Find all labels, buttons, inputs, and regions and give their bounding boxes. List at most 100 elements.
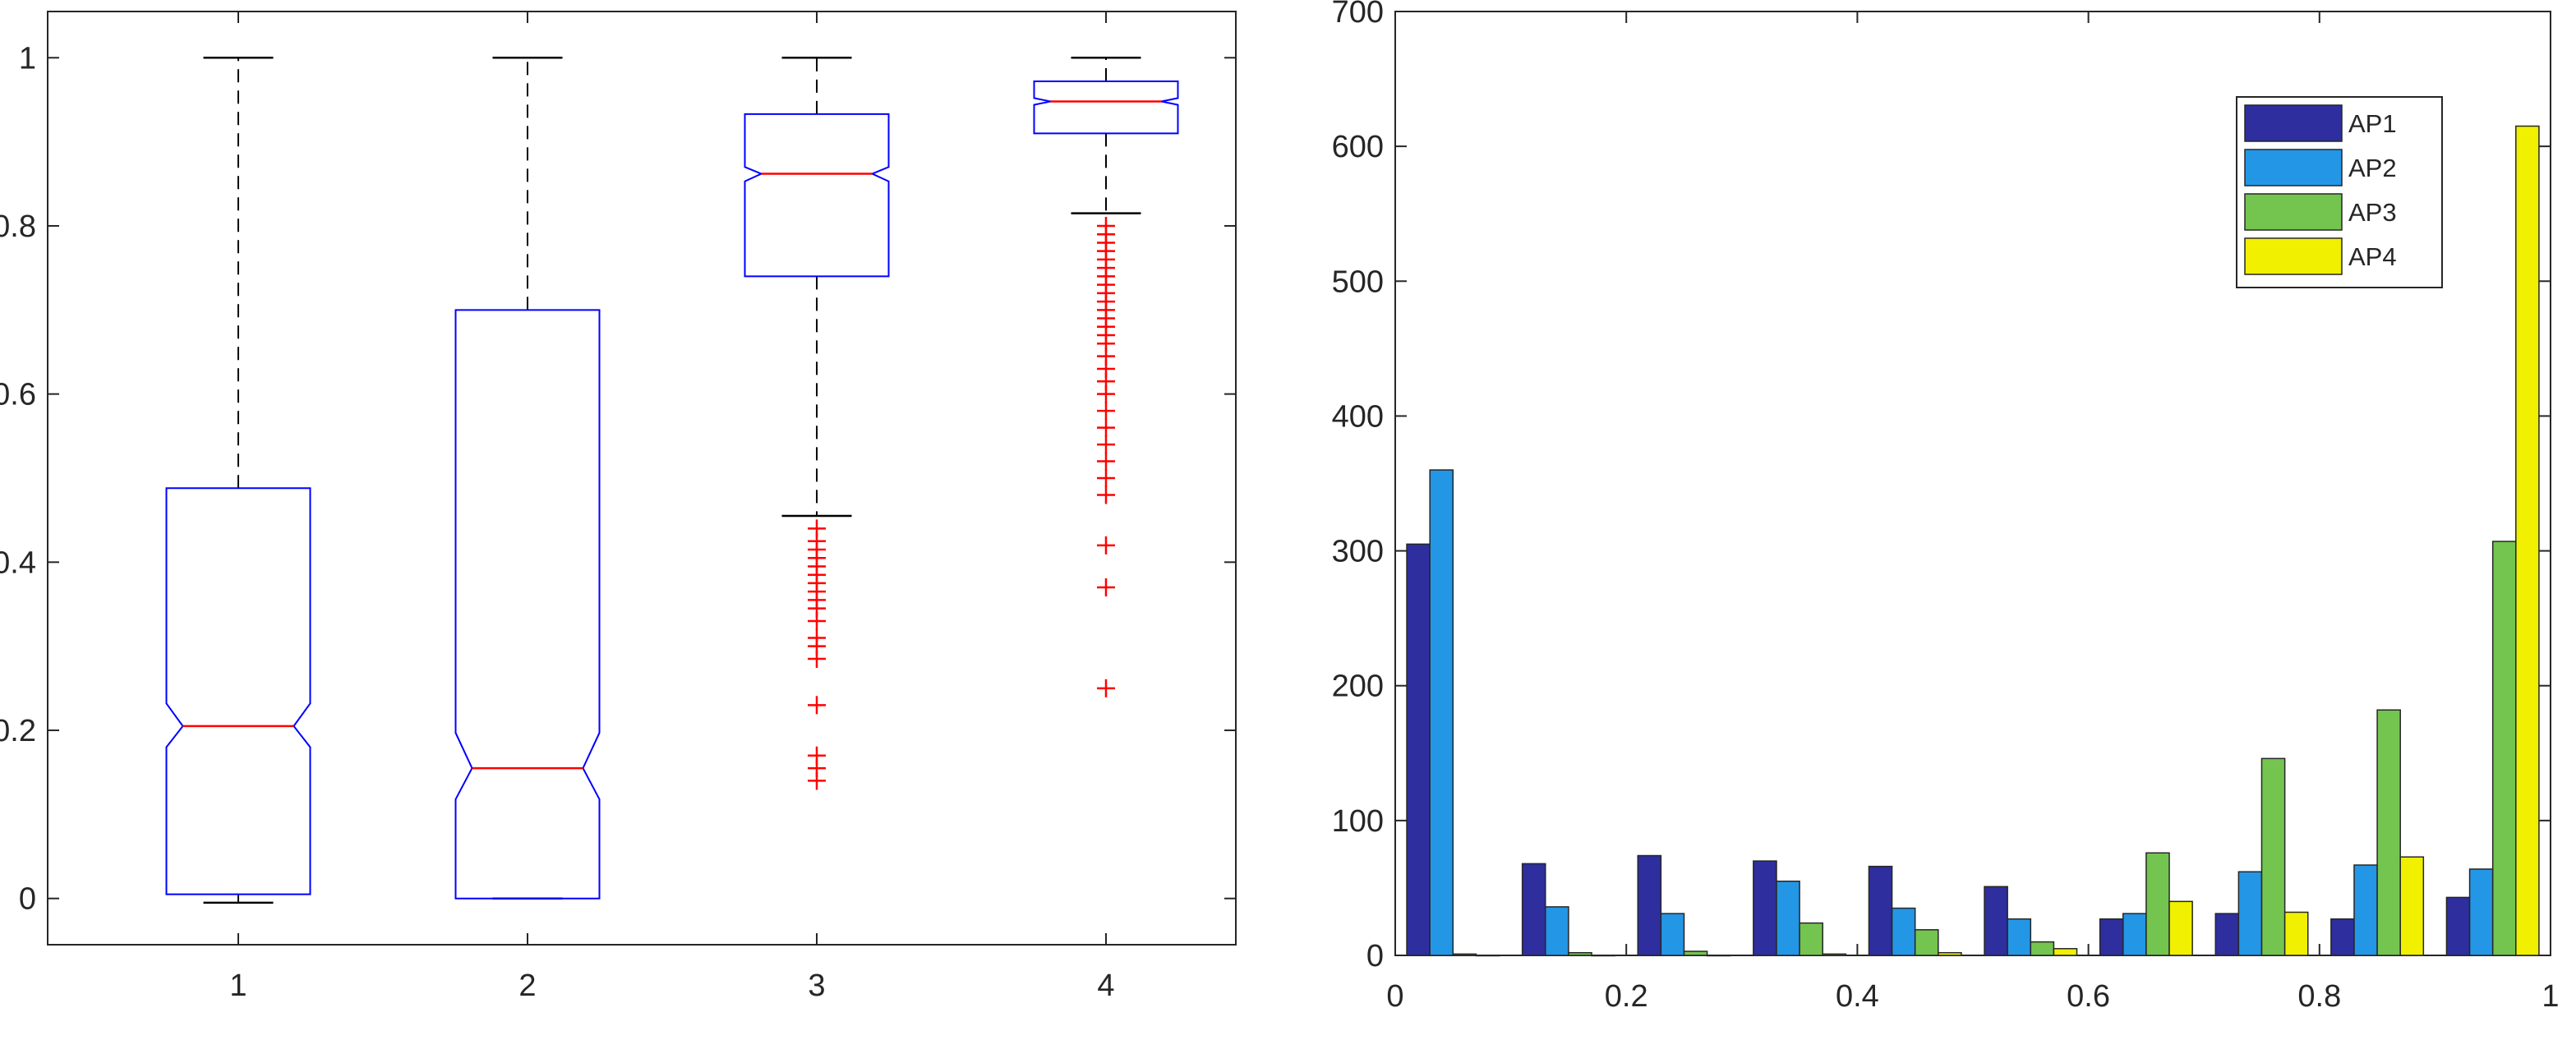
bar-AP3-0.55: [2030, 941, 2055, 956]
y-tick-label: 0.6: [0, 378, 36, 412]
x-tick-label: 0.2: [1605, 979, 1648, 1014]
bar-AP1-0.75: [2214, 913, 2240, 956]
legend-label-AP3: AP3: [2348, 198, 2397, 227]
bar-AP1-0.25: [1637, 854, 1662, 956]
outlier-marker: [808, 696, 826, 715]
bar-AP2-0.45: [1891, 907, 1916, 956]
outlier-marker: [808, 628, 826, 647]
legend-label-AP2: AP2: [2348, 154, 2397, 182]
bar-AP1-0.55: [1984, 886, 2008, 956]
outlier-marker: [808, 746, 826, 765]
bar-chart-axes-frame: [1394, 11, 2551, 956]
notched-box: [1033, 80, 1179, 135]
legend-label-AP1: AP1: [2348, 109, 2397, 138]
bar-AP3-0.75: [2260, 757, 2286, 956]
bar-AP2-0.65: [2122, 913, 2147, 956]
bar-AP1-0.95: [2445, 896, 2471, 956]
bar-AP2-0.95: [2468, 868, 2494, 956]
bar-AP3-0.35: [1799, 922, 1823, 956]
box-3: [744, 12, 890, 945]
bar-AP3-0.05: [1452, 953, 1477, 956]
bar-AP3-0.85: [2376, 709, 2401, 956]
y-tick-label: 100: [1332, 804, 1384, 839]
bar-AP3-0.65: [2145, 852, 2170, 956]
x-tick-label: 2: [518, 969, 536, 1003]
legend-label-AP4: AP4: [2348, 242, 2397, 271]
x-tick-label: 4: [1097, 969, 1114, 1003]
y-tick-label: 1: [19, 41, 36, 76]
x-tick-label: 3: [808, 969, 825, 1003]
bar-AP4-0.95: [2515, 125, 2540, 956]
box-2: [454, 12, 601, 945]
y-tick-label: 0.8: [0, 209, 36, 244]
box-plot-chart: 0 0.2 0.4 0.6 0.8 1 1 2 3 4: [0, 11, 1237, 1003]
x-tick-label: 0.4: [1836, 979, 1879, 1014]
bar-AP4-0.85: [2399, 856, 2425, 956]
legend-swatch-AP1: [2244, 104, 2343, 142]
bar-AP4-0.65: [2168, 900, 2193, 956]
bar-AP3-0.25: [1683, 950, 1708, 956]
bar-AP4-0.05: [1475, 955, 1500, 957]
bar-AP4-0.25: [1706, 955, 1731, 957]
outlier-marker: [1097, 485, 1115, 504]
y-tick-label: 0.4: [0, 545, 36, 580]
bar-AP3-0.45: [1914, 929, 1939, 956]
bar-AP1-0.35: [1753, 860, 1777, 956]
x-tick-label: 0.8: [2297, 979, 2341, 1014]
bar-AP3-0.15: [1568, 951, 1592, 956]
y-tick-label: 200: [1332, 670, 1384, 704]
bar-AP4-0.75: [2283, 911, 2309, 956]
y-tick-label: 0: [19, 882, 36, 917]
outlier-marker: [1097, 536, 1115, 555]
bar-AP2-0.85: [2353, 864, 2378, 956]
box-1: [165, 12, 311, 945]
series-AP2: [1429, 469, 2494, 956]
series-AP1: [1406, 543, 2471, 956]
y-tick-label: 0.2: [0, 714, 36, 748]
outlier-marker: [808, 519, 826, 538]
y-tick-label: 0: [1366, 939, 1384, 973]
bar-AP2-0.35: [1776, 880, 1800, 956]
bar-AP1-0.85: [2330, 918, 2355, 956]
bar-AP4-0.45: [1938, 951, 1962, 956]
bar-AP1-0.65: [2099, 918, 2124, 956]
x-tick-label: 1: [229, 969, 247, 1003]
y-tick-label: 600: [1332, 130, 1384, 164]
bar-AP2-0.05: [1429, 469, 1454, 956]
outlier-marker: [1097, 402, 1115, 421]
outlier-marker: [1097, 469, 1115, 487]
box-plot-axes-frame: [47, 11, 1237, 946]
outlier-marker: [1097, 418, 1115, 437]
series-AP4: [1475, 125, 2540, 957]
notched-box: [454, 309, 601, 900]
bar-AP2-0.25: [1660, 913, 1685, 956]
x-tick-label: 0.6: [2067, 979, 2110, 1014]
bar-AP2-0.55: [2007, 918, 2032, 956]
notched-box: [165, 487, 311, 895]
bar-AP1-0.45: [1868, 865, 1893, 956]
legend-swatch-AP2: [2244, 149, 2343, 186]
bar-AP2-0.75: [2237, 871, 2263, 956]
y-tick-label: 700: [1332, 0, 1384, 30]
y-tick-label: 400: [1332, 399, 1384, 434]
y-tick-label: 500: [1332, 265, 1384, 299]
x-tick-label: 1: [2541, 979, 2559, 1014]
bar-AP4-0.15: [1591, 955, 1615, 957]
bar-AP4-0.35: [1822, 953, 1847, 956]
outlier-marker: [1097, 435, 1115, 454]
legend-swatch-AP4: [2244, 237, 2343, 275]
outlier-marker: [1097, 679, 1115, 697]
bar-AP4-0.55: [2053, 948, 2078, 956]
x-tick-label: 0: [1386, 979, 1403, 1014]
box-4: [1033, 12, 1179, 945]
y-tick-label: 300: [1332, 535, 1384, 569]
bar-AP1-0.15: [1521, 863, 1546, 956]
bar-AP1-0.05: [1406, 543, 1431, 956]
legend: AP1 AP2 AP3 AP4: [2236, 96, 2443, 288]
legend-swatch-AP3: [2244, 193, 2343, 231]
bar-AP2-0.15: [1545, 906, 1569, 956]
bar-AP3-0.95: [2491, 541, 2517, 956]
outlier-marker: [1097, 578, 1115, 597]
